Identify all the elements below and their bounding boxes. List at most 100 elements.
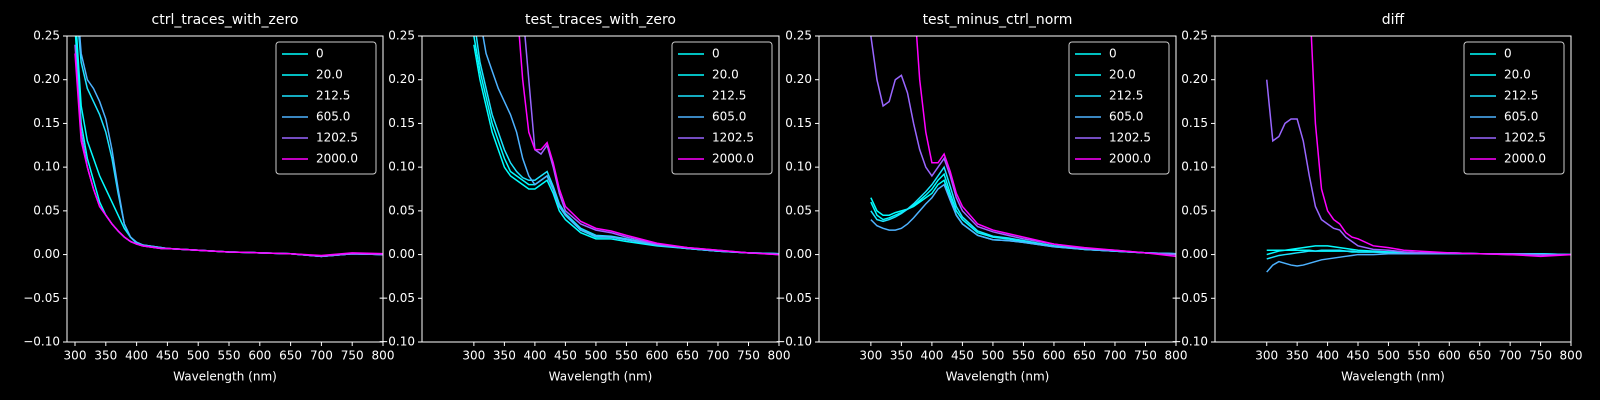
- y-tick-label: 0.20: [785, 72, 812, 86]
- x-tick-label: 700: [1499, 349, 1522, 363]
- x-tick-label: 350: [1286, 349, 1309, 363]
- x-tick-label: 750: [1134, 349, 1157, 363]
- x-axis-label: Wavelength (nm): [1341, 370, 1445, 384]
- y-tick-label: 0.20: [388, 72, 415, 86]
- y-tick-label: 0.00: [388, 247, 415, 261]
- x-tick-label: 650: [1468, 349, 1491, 363]
- series-line: [1310, 36, 1571, 258]
- x-tick-label: 550: [615, 349, 638, 363]
- series-line: [1266, 252, 1571, 273]
- axes-frame: [421, 35, 780, 343]
- x-tick-label: 300: [462, 349, 485, 363]
- series-line: [870, 183, 1176, 255]
- x-tick-label: 350: [493, 349, 516, 363]
- plot-area: [870, 36, 1176, 258]
- y-tick-label: 0.10: [388, 160, 415, 174]
- legend-label: 2000.0: [1504, 152, 1546, 166]
- axes-frame: [66, 35, 384, 343]
- legend-label: 1202.5: [1504, 131, 1546, 145]
- legend-label: 605.0: [1109, 110, 1143, 124]
- x-tick-label: 600: [1438, 349, 1461, 363]
- y-tick-label: −0.10: [1171, 335, 1208, 349]
- series-line: [524, 36, 779, 256]
- series-line: [915, 36, 1176, 258]
- legend-label: 20.0: [316, 68, 343, 82]
- x-tick-label: 800: [372, 349, 395, 363]
- axes-frame: [1214, 35, 1572, 343]
- legend-label: 20.0: [1504, 68, 1531, 82]
- axes-frame: [818, 35, 1177, 343]
- x-tick-label: 650: [279, 349, 302, 363]
- x-tick-label: 300: [64, 349, 87, 363]
- y-tick-label: 0.25: [785, 29, 812, 43]
- y-tick-label: −0.10: [23, 335, 60, 349]
- plot-area: [74, 36, 383, 258]
- x-tick-label: 500: [981, 349, 1004, 363]
- y-tick-label: 0.05: [388, 203, 415, 217]
- series-line: [473, 44, 779, 255]
- y-tick-label: 0.20: [33, 72, 60, 86]
- x-tick-label: 600: [248, 349, 271, 363]
- chart-title: test_minus_ctrl_norm: [923, 12, 1073, 28]
- x-tick-label: 500: [187, 349, 210, 363]
- x-tick-label: 300: [859, 349, 882, 363]
- x-tick-label: 400: [523, 349, 546, 363]
- y-tick-label: −0.05: [1171, 291, 1208, 305]
- y-tick-label: 0.20: [1181, 72, 1208, 86]
- legend-label: 2000.0: [316, 152, 358, 166]
- x-tick-label: 700: [707, 349, 730, 363]
- plot-area: [473, 36, 779, 256]
- y-tick-label: −0.10: [378, 335, 415, 349]
- legend-label: 212.5: [1109, 89, 1143, 103]
- legend-label: 2000.0: [1109, 152, 1151, 166]
- chart-title: ctrl_traces_with_zero: [152, 12, 299, 28]
- series-line: [74, 53, 383, 257]
- x-tick-label: 400: [125, 349, 148, 363]
- legend-label: 605.0: [316, 110, 350, 124]
- y-tick-label: 0.00: [1181, 247, 1208, 261]
- x-tick-label: 550: [1012, 349, 1035, 363]
- x-tick-label: 500: [1377, 349, 1400, 363]
- x-tick-label: 500: [584, 349, 607, 363]
- y-tick-label: 0.25: [33, 29, 60, 43]
- x-tick-label: 750: [341, 349, 364, 363]
- y-tick-label: 0.25: [1181, 29, 1208, 43]
- series-line: [482, 36, 779, 255]
- legend-label: 212.5: [316, 89, 350, 103]
- x-tick-label: 600: [645, 349, 668, 363]
- x-tick-label: 550: [218, 349, 241, 363]
- x-axis-label: Wavelength (nm): [173, 370, 277, 384]
- x-tick-label: 700: [310, 349, 333, 363]
- x-tick-label: 300: [1255, 349, 1278, 363]
- x-tick-label: 450: [1347, 349, 1370, 363]
- y-tick-label: −0.05: [775, 291, 812, 305]
- x-tick-label: 450: [156, 349, 179, 363]
- y-tick-label: 0.00: [33, 247, 60, 261]
- y-tick-label: 0.10: [785, 160, 812, 174]
- y-tick-label: 0.10: [33, 160, 60, 174]
- x-tick-label: 350: [890, 349, 913, 363]
- x-tick-label: 750: [737, 349, 760, 363]
- legend-label: 0: [316, 47, 324, 61]
- x-tick-label: 650: [676, 349, 699, 363]
- legend-label: 605.0: [712, 110, 746, 124]
- y-tick-label: 0.05: [33, 203, 60, 217]
- legend-label: 20.0: [712, 68, 739, 82]
- y-tick-label: 0.00: [785, 247, 812, 261]
- x-tick-label: 450: [951, 349, 974, 363]
- legend-label: 212.5: [1504, 89, 1538, 103]
- y-tick-label: 0.25: [388, 29, 415, 43]
- y-tick-label: 0.15: [33, 116, 60, 130]
- x-axis-label: Wavelength (nm): [549, 370, 653, 384]
- legend-label: 20.0: [1109, 68, 1136, 82]
- x-tick-label: 800: [768, 349, 791, 363]
- legend-label: 1202.5: [316, 131, 358, 145]
- y-tick-label: −0.10: [775, 335, 812, 349]
- legend-label: 605.0: [1504, 110, 1538, 124]
- legend-label: 1202.5: [1109, 131, 1151, 145]
- x-tick-label: 800: [1560, 349, 1583, 363]
- plot-area: [1265, 36, 1571, 273]
- y-tick-label: 0.10: [1181, 160, 1208, 174]
- y-tick-label: −0.05: [23, 291, 60, 305]
